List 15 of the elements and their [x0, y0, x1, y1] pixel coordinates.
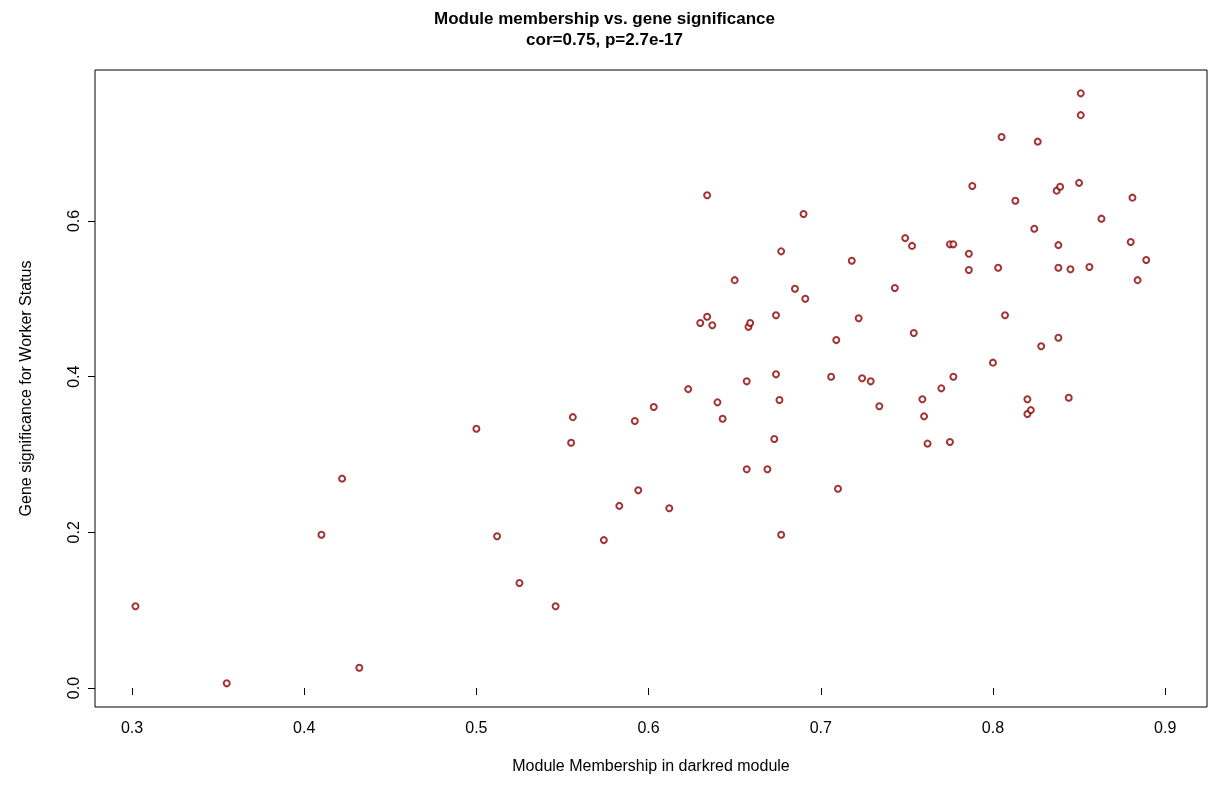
- x-tick-label: 0.8: [981, 718, 1005, 736]
- x-axis-title: Module Membership in darkred module: [512, 756, 790, 774]
- chart-subtitle: cor=0.75, p=2.7e-17: [526, 30, 683, 49]
- x-tick-label: 0.4: [293, 718, 316, 736]
- y-tick-label: 0.6: [64, 209, 82, 233]
- y-tick-label: 0.4: [64, 365, 82, 388]
- y-tick-label: 0.0: [64, 676, 82, 700]
- x-tick-label: 0.5: [465, 718, 488, 736]
- chart-title: Module membership vs. gene significance: [433, 9, 776, 28]
- x-tick-label: 0.7: [809, 718, 832, 736]
- x-tick-label: 0.6: [637, 718, 660, 736]
- x-tick-label: 0.9: [1154, 718, 1177, 736]
- y-axis-title: Gene significance for Worker Status: [16, 260, 34, 517]
- x-tick-label: 0.3: [120, 718, 144, 736]
- y-tick-label: 0.2: [64, 521, 82, 544]
